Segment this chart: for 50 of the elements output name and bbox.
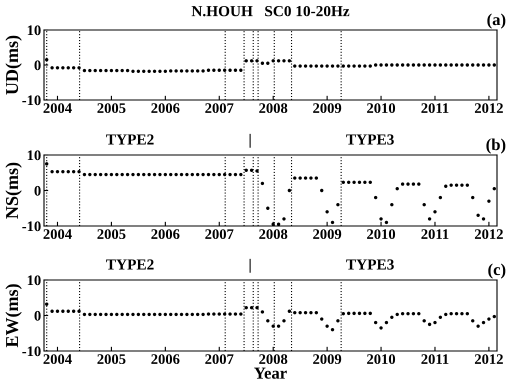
text: | (250, 134, 251, 148)
x-tick-label: 2011 (421, 229, 448, 240)
x-tick-label: 2007 (205, 103, 234, 114)
x-tick-label: 2009 (313, 103, 342, 114)
y-axis-title: NS(ms) (5, 162, 22, 219)
x-tick-label: 2011 (421, 354, 448, 364)
x-tick-label: 2010 (367, 229, 396, 240)
chart-title: N.HOUH SC0 10-20Hz (192, 6, 350, 16)
y-tick-label: -10 (22, 346, 41, 356)
x-tick-label: 2007 (205, 229, 234, 240)
x-tick-label: 2004 (44, 354, 72, 364)
y-tick-label: -10 (22, 95, 41, 106)
y-axis-title: UD(ms) (5, 36, 22, 95)
x-tick-label: 2008 (259, 229, 288, 240)
x-tick-label: 2009 (313, 229, 342, 240)
x-tick-label: 2008 (259, 354, 288, 364)
text: TYPE2 (106, 259, 154, 270)
y-tick-label: 10 (28, 275, 41, 286)
x-tick-label: 2011 (421, 103, 448, 114)
x-tick-label: 2012 (474, 354, 503, 364)
x-tick-label: 2006 (151, 229, 180, 240)
x-tick-label: 2009 (313, 354, 342, 364)
x-tick-label: 2005 (97, 354, 126, 364)
x-tick-label: 2010 (367, 103, 396, 114)
x-tick-label: 2005 (97, 229, 126, 240)
x-tick-label: 2006 (151, 103, 180, 114)
y-tick-label: 0 (34, 310, 41, 321)
text: (b) (486, 138, 506, 154)
x-tick-label: 2012 (474, 229, 503, 240)
y-tick-label: -10 (22, 221, 41, 232)
x-tick-label: 2004 (44, 103, 72, 114)
text: (a) (487, 13, 506, 29)
y-tick-label: 10 (28, 150, 41, 160)
x-tick-label: 2004 (44, 229, 72, 240)
text: (c) (488, 263, 506, 279)
y-tick-label: 0 (34, 60, 41, 70)
text: | (250, 258, 251, 273)
y-tick-label: 10 (28, 25, 41, 36)
x-tick-label: 2012 (474, 103, 503, 114)
y-axis-title: EW(ms) (5, 284, 22, 348)
x-tick-label: 2007 (205, 354, 234, 364)
x-axis-title: Year (254, 368, 287, 379)
x-tick-label: 2010 (367, 354, 396, 364)
text: TYPE2 (106, 134, 154, 144)
x-tick-label: 2005 (97, 103, 126, 114)
x-tick-label: 2006 (151, 354, 180, 364)
x-tick-label: 2008 (259, 103, 288, 114)
y-tick-label: 0 (34, 186, 41, 196)
text: TYPE3 (346, 259, 394, 270)
text: TYPE3 (346, 134, 394, 145)
